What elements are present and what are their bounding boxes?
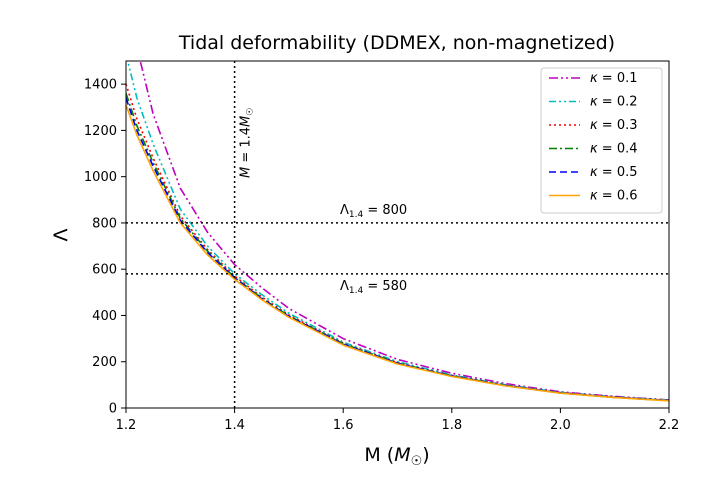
x-axis: 1.2 1.4 1.6 1.8 2.0 2.2 <box>116 408 680 433</box>
x-tick-label: 2.2 <box>659 418 680 433</box>
series-line-kappa-0-1 <box>139 61 669 401</box>
series-line-kappa-0-6 <box>126 104 669 402</box>
y-tick-label: 1400 <box>84 78 117 93</box>
y-tick-label: 1200 <box>84 124 117 139</box>
y-tick-label: 1000 <box>84 170 117 185</box>
x-tick-label: 2.0 <box>550 418 571 433</box>
legend-entry-label: κ = 0.6 <box>590 189 638 204</box>
y-tick-label: 0 <box>109 402 117 417</box>
x-tick-label: 1.6 <box>333 418 354 433</box>
legend-entry-label: κ = 0.3 <box>590 118 638 133</box>
series-line-kappa-0-3 <box>126 83 669 402</box>
legend-entry-label: κ = 0.1 <box>590 71 638 86</box>
legend-entry-label: κ = 0.2 <box>590 95 638 110</box>
horizontal-reference-label: Λ1.4 = 580 <box>340 279 407 296</box>
y-tick-label: 400 <box>92 309 117 324</box>
horizontal-reference-label: Λ1.4 = 800 <box>340 203 407 220</box>
reference-lines <box>126 61 669 408</box>
plot-frame <box>125 60 670 409</box>
series-layer <box>126 61 669 402</box>
annotations: M = 1.4M☉ Λ1.4 = 800 Λ1.4 = 580 <box>239 108 408 296</box>
x-tick-label: 1.4 <box>224 418 245 433</box>
legend: κ = 0.1 κ = 0.2 κ = 0.3 κ = 0.4 κ = 0.5 κ = 0… <box>540 67 663 214</box>
y-tick-label: 600 <box>92 263 117 278</box>
legend-entry-label: κ = 0.5 <box>590 165 638 180</box>
legend-frame <box>540 67 663 214</box>
legend-entry-label: κ = 0.4 <box>590 142 638 157</box>
y-axis-label: Λ <box>50 229 72 242</box>
chart-title: Tidal deformability (DDMEX, non-magnetiz… <box>178 32 615 54</box>
y-tick-label: 200 <box>92 355 117 370</box>
y-tick-label: 800 <box>92 216 117 231</box>
vertical-reference-label: M = 1.4M☉ <box>239 108 256 178</box>
y-axis: 0 200 400 600 800 1000 1200 1400 <box>84 78 126 417</box>
x-tick-label: 1.2 <box>116 418 137 433</box>
x-axis-label: M (M☉) <box>364 444 429 469</box>
x-tick-label: 1.8 <box>441 418 462 433</box>
